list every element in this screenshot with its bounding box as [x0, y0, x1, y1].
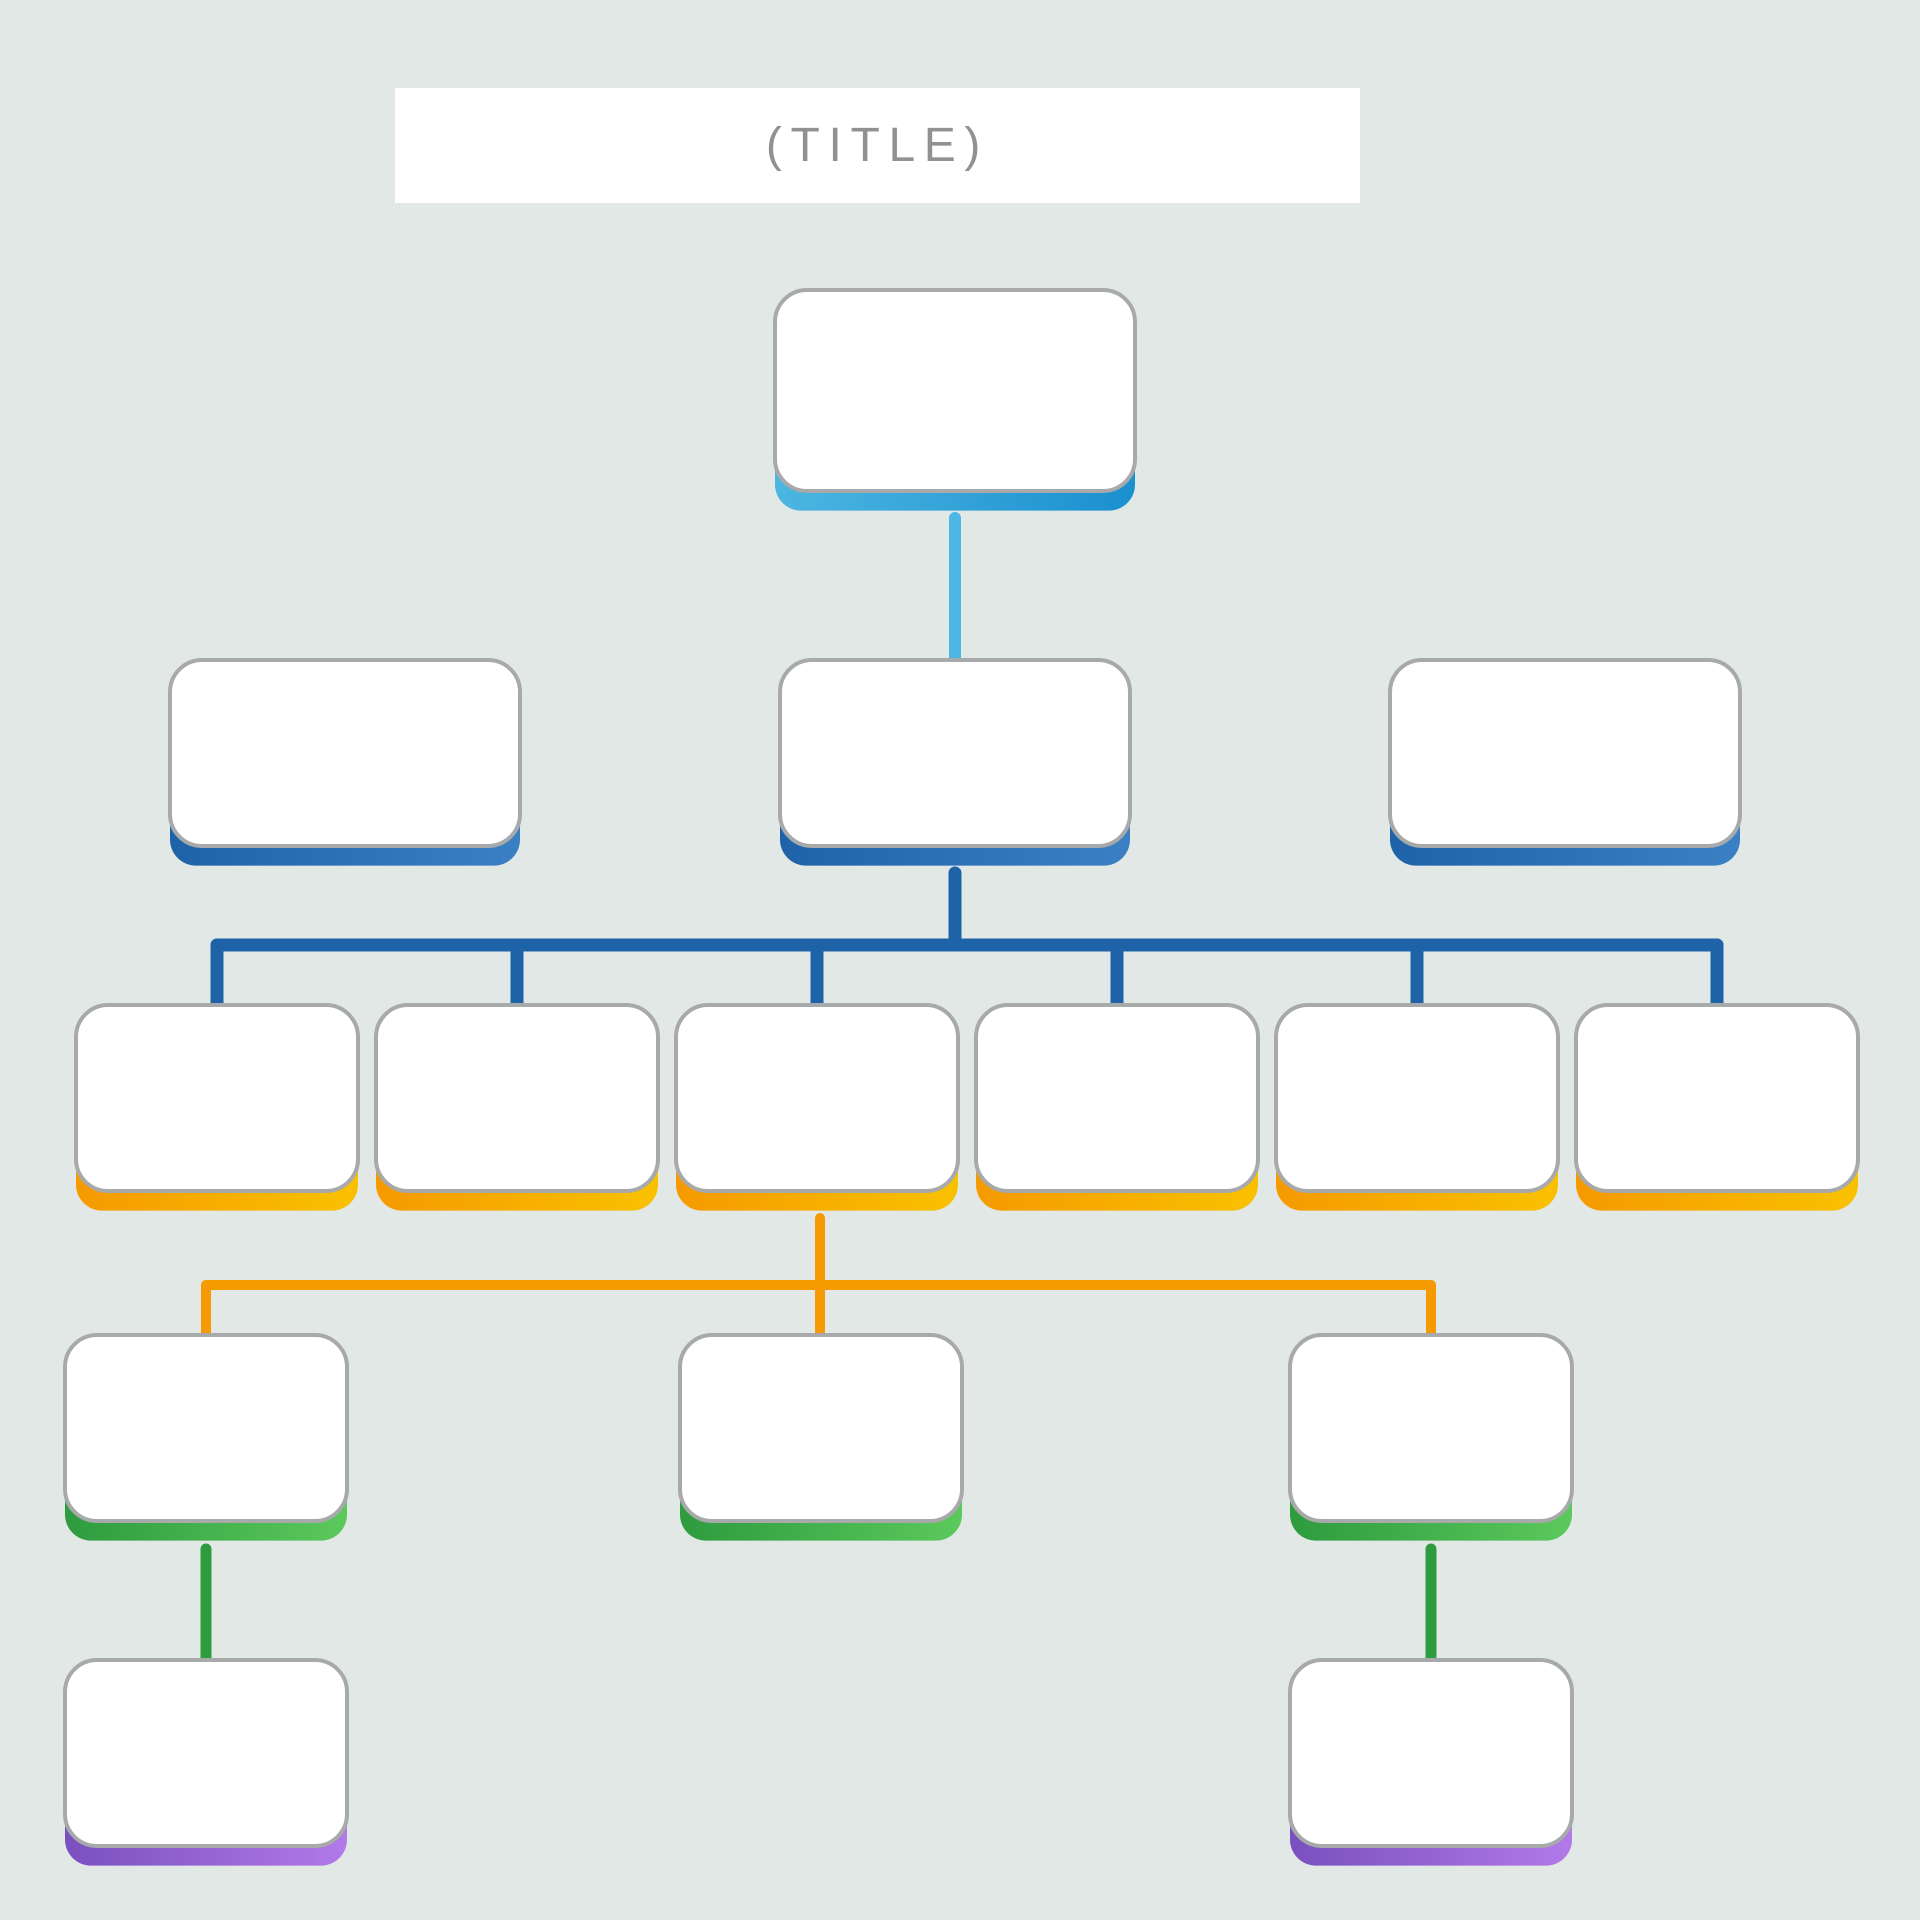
node-box	[376, 1005, 658, 1191]
node-box	[170, 660, 520, 846]
node-box	[976, 1005, 1258, 1191]
title-text: (TITLE)	[766, 118, 989, 173]
node-box	[676, 1005, 958, 1191]
node-box	[780, 660, 1130, 846]
node-box	[1576, 1005, 1858, 1191]
node-box	[775, 290, 1135, 491]
node-box	[65, 1335, 347, 1521]
org-chart-canvas	[0, 0, 1920, 1920]
nodes	[65, 290, 1858, 1866]
title-box: (TITLE)	[395, 88, 1360, 203]
node-box	[1290, 1660, 1572, 1846]
node-box	[1390, 660, 1740, 846]
node-box	[65, 1660, 347, 1846]
node-box	[76, 1005, 358, 1191]
node-box	[1276, 1005, 1558, 1191]
node-box	[1290, 1335, 1572, 1521]
node-box	[680, 1335, 962, 1521]
